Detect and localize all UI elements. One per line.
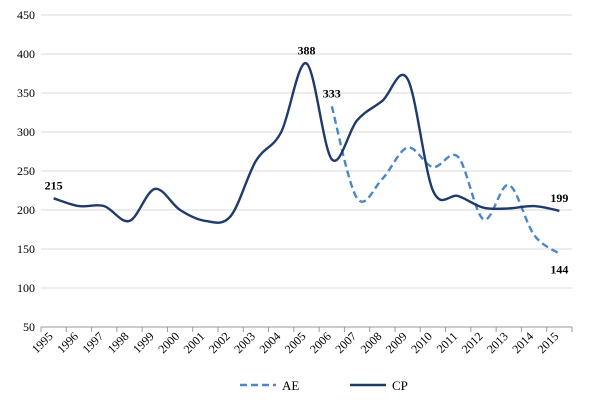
y-tick-label: 50 bbox=[23, 320, 35, 334]
x-tick-label: 1998 bbox=[105, 329, 132, 356]
x-tick-label: 2015 bbox=[535, 329, 562, 356]
x-tick-label: 2009 bbox=[383, 329, 410, 356]
y-tick-label: 150 bbox=[17, 242, 35, 256]
data-label: 199 bbox=[550, 191, 568, 205]
y-tick-label: 350 bbox=[17, 86, 35, 100]
y-tick-label: 400 bbox=[17, 47, 35, 61]
y-tick-label: 200 bbox=[17, 203, 35, 217]
data-label: 215 bbox=[45, 178, 63, 192]
x-tick-label: 2014 bbox=[509, 329, 536, 356]
x-tick-label: 2000 bbox=[155, 329, 182, 356]
legend: AE CP bbox=[240, 378, 408, 393]
y-tick-label: 300 bbox=[17, 125, 35, 139]
series-line-ae bbox=[330, 105, 561, 255]
legend-label-ae: AE bbox=[282, 378, 299, 393]
x-tick-label: 2011 bbox=[434, 329, 461, 356]
x-tick-label: 2007 bbox=[332, 329, 359, 356]
x-tick-label: 2004 bbox=[256, 329, 283, 356]
gridlines bbox=[41, 14, 572, 289]
x-tick-label: 2010 bbox=[408, 329, 435, 356]
y-tick-label: 450 bbox=[17, 8, 35, 22]
y-tick-label: 250 bbox=[17, 164, 35, 178]
x-tick-label: 2006 bbox=[307, 329, 334, 356]
x-tick-label: 2008 bbox=[358, 329, 385, 356]
x-tick-label: 1996 bbox=[54, 329, 81, 356]
y-tick-label: 100 bbox=[17, 281, 35, 295]
series-line-cp bbox=[53, 62, 560, 224]
data-label: 144 bbox=[550, 263, 568, 277]
x-tick-label: 1997 bbox=[79, 329, 106, 356]
x-tick-label: 2001 bbox=[181, 329, 208, 356]
axes: 5010015020025030035040045019951996199719… bbox=[17, 8, 573, 356]
data-label: 388 bbox=[298, 43, 316, 57]
x-tick-label: 2002 bbox=[206, 329, 233, 356]
x-tick-label: 1999 bbox=[130, 329, 157, 356]
series-lines bbox=[53, 62, 561, 255]
x-tick-label: 2003 bbox=[231, 329, 258, 356]
x-tick-label: 2012 bbox=[459, 329, 486, 356]
data-label: 333 bbox=[323, 86, 341, 100]
data-labels: 215 388 333 199 144 bbox=[45, 43, 569, 276]
x-tick-label: 2013 bbox=[484, 329, 511, 356]
x-tick-label: 2005 bbox=[282, 329, 309, 356]
legend-label-cp: CP bbox=[392, 378, 408, 393]
